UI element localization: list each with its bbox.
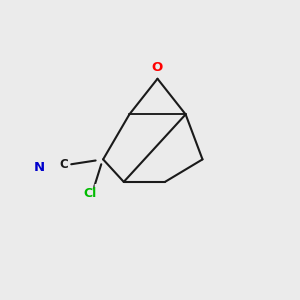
Text: C: C [58,158,70,172]
Text: O: O [152,61,163,74]
Text: N: N [32,159,47,177]
Text: C: C [59,158,68,172]
Text: Cl: Cl [81,184,99,202]
Text: N: N [34,161,45,174]
Text: O: O [150,58,165,76]
Text: Cl: Cl [83,187,97,200]
